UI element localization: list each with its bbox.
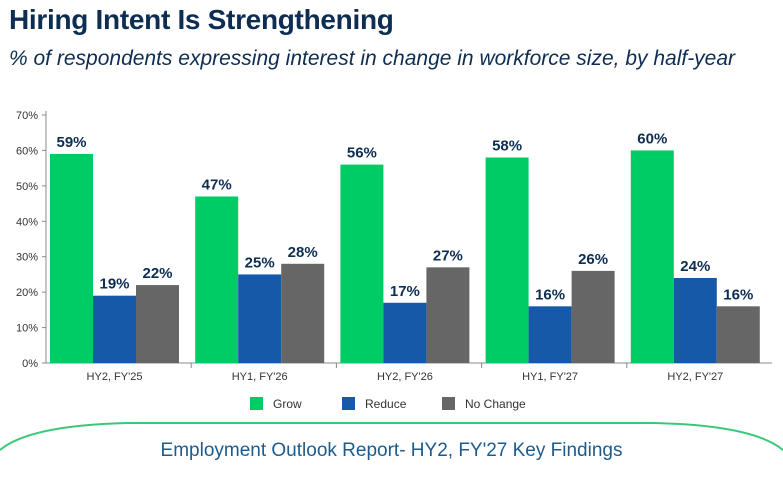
data-label: 25%	[245, 254, 275, 271]
bar-reduce	[383, 302, 427, 363]
chart-subtitle: % of respondents expressing interest in …	[9, 47, 736, 70]
y-tick-label: 70%	[16, 110, 38, 122]
x-tick-label: HY1, FY'26	[232, 371, 288, 383]
x-tick-label: HY2, FY'27	[667, 371, 723, 383]
legend-label: No Change	[465, 397, 526, 411]
bar-no-change	[571, 270, 615, 363]
data-label: 26%	[578, 251, 608, 268]
bar-grow	[630, 150, 674, 363]
bar-reduce	[93, 295, 136, 363]
y-tick-label: 50%	[16, 181, 38, 193]
x-tick-label: HY1, FY'27	[522, 371, 578, 383]
bar-grow	[195, 196, 239, 363]
data-label: 19%	[99, 276, 129, 293]
x-tick-label: HY2, FY'26	[377, 371, 433, 383]
data-label: 22%	[142, 265, 172, 282]
y-tick-label: 60%	[16, 145, 38, 157]
x-tick-label: HY2, FY'25	[87, 371, 143, 383]
bar-chart: 0% 10% 20% 30% 40% 50% 60% 70% 59% 19% 22% HY2, FY'…	[16, 110, 772, 411]
chart-title: Hiring Intent Is Strengthening	[9, 4, 394, 35]
y-tick-label: 40%	[16, 216, 38, 228]
legend-swatch-grow	[250, 397, 263, 410]
data-label: 47%	[202, 176, 232, 193]
legend-label: Grow	[273, 397, 302, 411]
data-label: 59%	[56, 134, 86, 151]
data-label: 16%	[535, 286, 565, 303]
bar-no-change	[281, 263, 325, 363]
legend-swatch-no-change	[442, 397, 455, 410]
y-tick-label: 0%	[22, 358, 38, 370]
data-label: 17%	[390, 283, 420, 300]
y-tick-label: 30%	[16, 252, 38, 264]
bar-grow	[50, 153, 93, 363]
bar-no-change	[716, 306, 760, 363]
y-tick-label: 20%	[16, 287, 38, 299]
data-label: 27%	[433, 247, 463, 264]
bar-no-change	[136, 285, 179, 363]
data-label: 56%	[347, 145, 377, 162]
bar-reduce	[238, 274, 282, 363]
bar-grow	[340, 164, 384, 363]
legend-label: Reduce	[365, 397, 407, 411]
data-label: 58%	[492, 138, 522, 155]
bar-reduce	[673, 277, 717, 363]
bar-reduce	[528, 306, 572, 363]
data-label: 16%	[723, 286, 753, 303]
bar-grow	[485, 157, 529, 363]
footer-title: Employment Outlook Report- HY2, FY'27 Ke…	[160, 440, 623, 461]
y-tick-label: 10%	[16, 323, 38, 335]
data-label: 60%	[637, 130, 667, 147]
data-label: 24%	[680, 258, 710, 275]
bar-no-change	[426, 267, 470, 363]
legend-swatch-reduce	[342, 397, 355, 410]
data-label: 28%	[288, 244, 318, 261]
